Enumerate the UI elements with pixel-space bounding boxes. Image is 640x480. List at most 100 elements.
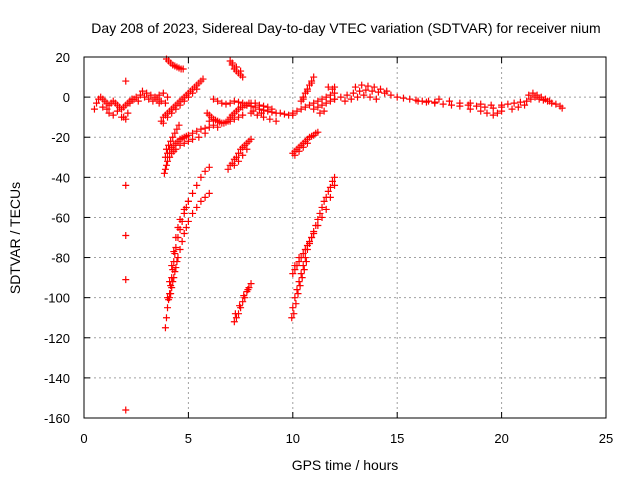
data-point [230, 318, 238, 326]
data-point [173, 258, 181, 266]
data-point [516, 98, 524, 106]
data-point [230, 115, 238, 123]
data-point [414, 97, 422, 105]
series-arc-4h-steep [161, 163, 213, 332]
data-point [266, 115, 274, 123]
data-point [174, 223, 182, 231]
data-point [328, 177, 336, 185]
data-point [331, 173, 339, 181]
data-point [164, 304, 172, 312]
data-point [90, 105, 98, 113]
data-point [169, 133, 177, 141]
data-point [498, 107, 506, 115]
data-point [214, 123, 222, 131]
data-point [176, 215, 184, 223]
data-point [247, 102, 255, 110]
data-point [124, 109, 132, 117]
data-point [477, 107, 485, 115]
x-tick-label: 15 [390, 431, 404, 446]
data-point [247, 280, 255, 288]
y-tick-label: -120 [44, 331, 70, 346]
data-point [295, 147, 303, 155]
data-point [314, 221, 322, 229]
data-point [120, 113, 128, 121]
data-point [326, 193, 334, 201]
data-point [447, 101, 455, 109]
data-point [172, 145, 180, 153]
data-point [161, 324, 169, 332]
series-arc-12h-17h [331, 81, 439, 106]
data-point [514, 103, 522, 111]
data-point [318, 95, 326, 103]
data-point [498, 101, 506, 109]
grid-lines [84, 57, 606, 418]
data-point [180, 229, 188, 237]
x-tick-label: 25 [599, 431, 613, 446]
data-point [322, 99, 330, 107]
data-point [289, 109, 297, 117]
data-point [164, 157, 172, 165]
y-tick-label: -40 [51, 170, 70, 185]
data-point [99, 103, 107, 111]
data-point [176, 101, 184, 109]
data-point [176, 141, 184, 149]
data-point [247, 135, 255, 143]
chart-title: Day 208 of 2023, Sidereal Day-to-day VTE… [91, 20, 600, 36]
data-point [184, 137, 192, 145]
data-point [537, 93, 545, 101]
data-point [141, 93, 149, 101]
data-point [291, 294, 299, 302]
data-point [165, 141, 173, 149]
data-point [172, 264, 180, 272]
data-point [483, 109, 491, 117]
data-point [243, 101, 251, 109]
data-point [240, 292, 248, 300]
axis-ticks: 0 5 10 15 20 25 -160 -140 -120 -100 -80 -60 -40 -20 0 2… [44, 50, 613, 446]
y-axis-label: SDTVAR / TECUs [7, 182, 23, 294]
plot-frame [83, 56, 607, 419]
data-point [226, 99, 234, 107]
data-point [236, 302, 244, 310]
data-point [481, 103, 489, 111]
data-point [268, 105, 276, 113]
data-point [237, 67, 245, 75]
data-point [504, 100, 512, 108]
data-point [406, 95, 414, 103]
data-point [222, 100, 230, 108]
data-point [324, 83, 332, 91]
y-tick-label: -60 [51, 210, 70, 225]
x-tick-label: 0 [80, 431, 87, 446]
data-point [310, 105, 318, 113]
data-point [294, 290, 302, 298]
series-arc-4h-steep2 [166, 189, 213, 302]
data-point [525, 91, 533, 99]
data-point [239, 73, 247, 81]
data-point [301, 103, 309, 111]
x-axis-label: GPS time / hours [292, 457, 399, 473]
data-point [209, 121, 217, 129]
data-point [299, 95, 307, 103]
data-point [166, 153, 174, 161]
data-point [310, 99, 318, 107]
data-point [167, 290, 175, 298]
data-point [293, 107, 301, 115]
data-point [149, 97, 157, 105]
data-point [297, 105, 305, 113]
data-point [477, 100, 485, 108]
data-point [299, 250, 307, 258]
data-point [147, 91, 155, 99]
data-point [431, 99, 439, 107]
data-point [189, 89, 197, 97]
data-point [366, 93, 374, 101]
series-arc-7h-top [226, 57, 247, 81]
data-point [175, 121, 183, 129]
data-point [331, 181, 339, 189]
data-point [292, 300, 300, 308]
data-point [331, 89, 339, 97]
data-point [445, 97, 453, 105]
data-point [218, 99, 226, 107]
data-point [205, 123, 213, 131]
data-point [260, 113, 268, 121]
data-point [189, 129, 197, 137]
